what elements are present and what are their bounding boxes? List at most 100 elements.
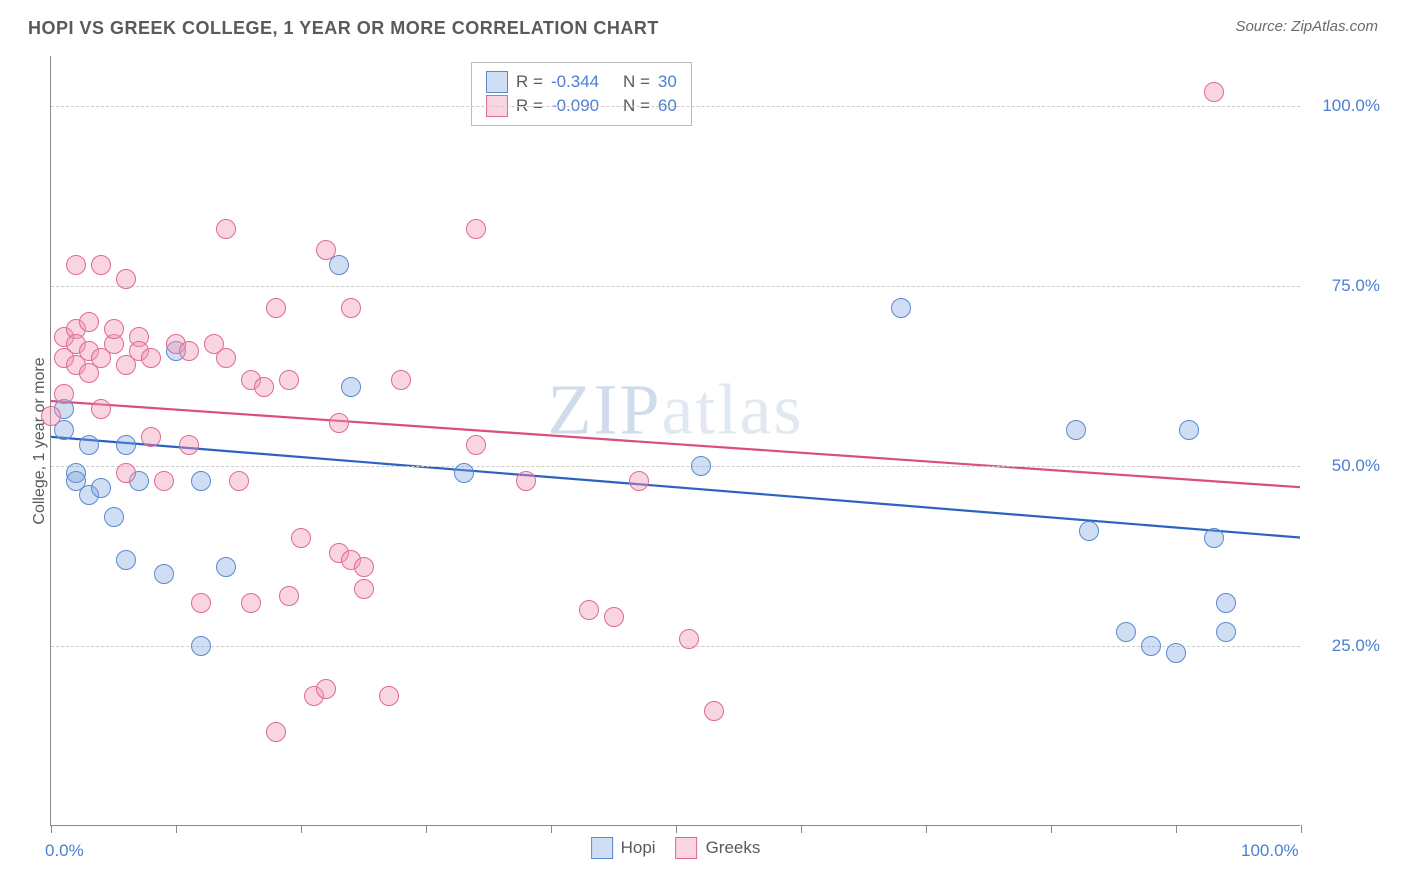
scatter-point	[704, 701, 724, 721]
y-tick-label: 50.0%	[1332, 456, 1380, 476]
x-tick	[1301, 825, 1302, 833]
scatter-point	[79, 435, 99, 455]
scatter-point	[91, 478, 111, 498]
y-axis-label: College, 1 year or more	[31, 357, 49, 524]
legend-n-label: N =	[623, 72, 650, 92]
scatter-point	[179, 435, 199, 455]
x-tick	[176, 825, 177, 833]
scatter-point	[54, 384, 74, 404]
scatter-point	[116, 269, 136, 289]
scatter-point	[604, 607, 624, 627]
scatter-point	[341, 377, 361, 397]
correlation-legend: R =-0.344N =30R =-0.090N =60	[471, 62, 692, 126]
x-tick-label: 0.0%	[45, 841, 84, 861]
legend-row: R = -0.344 N = 30	[486, 71, 677, 93]
scatter-point	[91, 399, 111, 419]
scatter-point	[266, 298, 286, 318]
x-tick	[301, 825, 302, 833]
scatter-point	[216, 557, 236, 577]
x-tick	[926, 825, 927, 833]
legend-swatch	[676, 837, 698, 859]
scatter-point	[466, 219, 486, 239]
scatter-point	[216, 348, 236, 368]
scatter-point	[1141, 636, 1161, 656]
y-tick-label: 100.0%	[1322, 96, 1380, 116]
scatter-point	[454, 463, 474, 483]
scatter-point	[466, 435, 486, 455]
legend-swatch	[486, 71, 508, 93]
y-tick-label: 25.0%	[1332, 636, 1380, 656]
trend-lines-svg	[51, 56, 1300, 825]
watermark-text: ZIPatlas	[548, 368, 804, 451]
scatter-point	[191, 471, 211, 491]
scatter-point	[79, 312, 99, 332]
x-tick-label: 100.0%	[1241, 841, 1299, 861]
legend-r-label: R =	[516, 72, 543, 92]
scatter-point	[1179, 420, 1199, 440]
scatter-point	[629, 471, 649, 491]
scatter-point	[691, 456, 711, 476]
series-legend-item: Greeks	[676, 837, 761, 859]
scatter-point	[104, 507, 124, 527]
scatter-point	[1216, 622, 1236, 642]
scatter-point	[266, 722, 286, 742]
x-tick	[551, 825, 552, 833]
gridline	[51, 646, 1300, 647]
series-legend-item: Hopi	[591, 837, 656, 859]
scatter-point	[104, 319, 124, 339]
scatter-point	[329, 413, 349, 433]
scatter-point	[216, 219, 236, 239]
scatter-point	[354, 579, 374, 599]
legend-r-value: -0.344	[551, 72, 615, 92]
scatter-point	[341, 298, 361, 318]
scatter-point	[154, 564, 174, 584]
scatter-point	[579, 600, 599, 620]
legend-n-value: 30	[658, 72, 677, 92]
plot-area: ZIPatlas R =-0.344N =30R =-0.090N =60 Ho…	[50, 56, 1300, 826]
scatter-point	[316, 679, 336, 699]
gridline	[51, 106, 1300, 107]
legend-swatch	[591, 837, 613, 859]
scatter-point	[229, 471, 249, 491]
x-tick	[1176, 825, 1177, 833]
scatter-point	[279, 586, 299, 606]
scatter-point	[254, 377, 274, 397]
scatter-point	[1166, 643, 1186, 663]
scatter-point	[141, 427, 161, 447]
scatter-point	[116, 463, 136, 483]
scatter-point	[1066, 420, 1086, 440]
y-tick-label: 75.0%	[1332, 276, 1380, 296]
scatter-point	[379, 686, 399, 706]
scatter-point	[279, 370, 299, 390]
scatter-point	[316, 240, 336, 260]
plot-container: College, 1 year or more ZIPatlas R =-0.3…	[50, 56, 1300, 826]
x-tick	[1051, 825, 1052, 833]
chart-title: HOPI VS GREEK COLLEGE, 1 YEAR OR MORE CO…	[28, 18, 659, 39]
scatter-point	[391, 370, 411, 390]
source-attribution: Source: ZipAtlas.com	[1235, 18, 1378, 35]
scatter-point	[1204, 528, 1224, 548]
x-tick	[426, 825, 427, 833]
scatter-point	[179, 341, 199, 361]
scatter-point	[91, 255, 111, 275]
scatter-point	[354, 557, 374, 577]
x-tick	[676, 825, 677, 833]
scatter-point	[1079, 521, 1099, 541]
scatter-point	[191, 636, 211, 656]
scatter-point	[154, 471, 174, 491]
series-legend: Hopi Greeks	[591, 835, 761, 861]
scatter-point	[241, 593, 261, 613]
scatter-point	[191, 593, 211, 613]
scatter-point	[679, 629, 699, 649]
scatter-point	[891, 298, 911, 318]
scatter-point	[66, 255, 86, 275]
scatter-point	[116, 435, 136, 455]
scatter-point	[1204, 82, 1224, 102]
scatter-point	[116, 550, 136, 570]
series-name: Hopi	[621, 838, 656, 858]
x-tick	[801, 825, 802, 833]
gridline	[51, 286, 1300, 287]
scatter-point	[516, 471, 536, 491]
gridline	[51, 466, 1300, 467]
scatter-point	[1216, 593, 1236, 613]
